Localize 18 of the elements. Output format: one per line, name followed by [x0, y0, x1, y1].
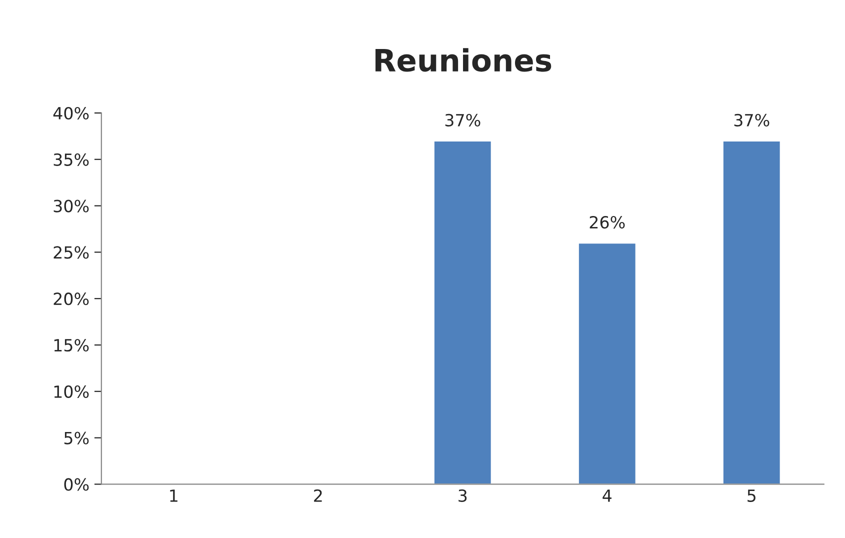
- y-tick-label: 10%: [54, 385, 89, 398]
- y-tick-label: 15%: [54, 338, 89, 352]
- x-tick-label: 4: [602, 490, 612, 502]
- x-tick-label: 2: [314, 489, 322, 502]
- y-tick-label: 30%: [54, 200, 89, 212]
- y-tick-label: 35%: [54, 153, 89, 166]
- data-label: 37%: [734, 114, 770, 126]
- y-tick-label: 40%: [53, 106, 89, 120]
- data-label: 26%: [590, 216, 625, 229]
- x-tick-label: 3: [458, 489, 467, 502]
- x-tick-label: 1: [170, 490, 178, 502]
- y-tick-label: 0%: [64, 478, 89, 491]
- y-tick-label: 25%: [54, 246, 89, 259]
- y-tick-label: 20%: [54, 292, 89, 306]
- x-tick-label: 5: [748, 490, 756, 502]
- y-tick-label: 5%: [64, 432, 89, 444]
- data-label: 37%: [445, 114, 480, 126]
- chart-title: Reuniones: [376, 48, 552, 72]
